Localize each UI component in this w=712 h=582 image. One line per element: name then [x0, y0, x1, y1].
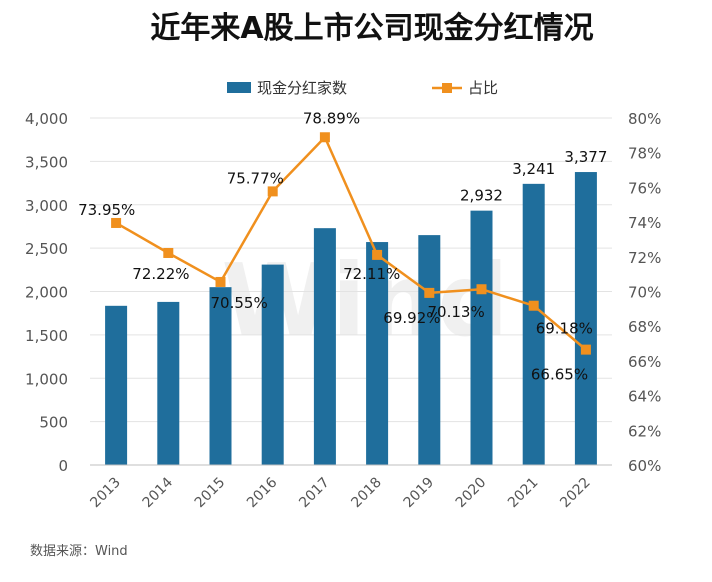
line-point: [424, 287, 435, 298]
line-point: [580, 344, 591, 355]
bar: [261, 264, 284, 465]
y-axis-right: 60% 62% 64% 66% 68% 70% 72% 74% 76% 78% 80%: [628, 110, 661, 475]
y-right-tick-label: 70%: [628, 284, 661, 302]
line-data-label: 70.55%: [211, 294, 268, 312]
line-point: [476, 284, 487, 295]
line-data-label: 72.11%: [343, 265, 400, 283]
y-left-tick-label: 3,500: [25, 153, 68, 171]
bar: [574, 172, 597, 465]
y-right-tick-label: 66%: [628, 353, 661, 371]
line-data-label: 78.89%: [303, 109, 360, 127]
bar-data-label: 3,241: [512, 160, 555, 178]
y-right-tick-label: 60%: [628, 457, 661, 475]
bar: [470, 210, 493, 465]
x-tick-label: 2017: [296, 475, 333, 512]
x-tick-label: 2016: [244, 474, 281, 511]
line-point: [528, 300, 539, 311]
y-left-tick-label: 1,000: [25, 370, 68, 388]
line-data-label: 69.18%: [536, 320, 593, 338]
line-point: [163, 247, 174, 258]
legend-line-marker: [442, 83, 452, 93]
x-tick-label: 2022: [557, 475, 594, 512]
x-tick-label: 2018: [348, 475, 385, 512]
y-right-tick-label: 80%: [628, 110, 661, 128]
y-axis-left: 0 500 1,000 1,500 2,000 2,500 3,000 3,500 4,000: [25, 110, 68, 475]
y-left-tick-label: 1,500: [25, 327, 68, 345]
line-point: [319, 132, 330, 143]
bar-data-label: 3,377: [564, 148, 607, 166]
line-point: [267, 186, 278, 197]
line-data-label: 75.77%: [227, 169, 284, 187]
y-right-tick-label: 72%: [628, 249, 661, 267]
source-note: 数据来源：Wind: [30, 544, 128, 559]
line-point: [111, 217, 122, 228]
chart-title: 近年来A股上市公司现金分红情况: [150, 11, 593, 46]
y-left-tick-label: 500: [39, 414, 68, 432]
y-right-tick-label: 74%: [628, 214, 661, 232]
x-tick-label: 2013: [87, 475, 124, 512]
y-left-tick-label: 2,500: [25, 240, 68, 258]
legend-bar-label: 现金分红家数: [257, 79, 347, 97]
line-point: [215, 276, 226, 287]
line-data-label: 69.92%: [383, 309, 440, 327]
y-left-tick-label: 4,000: [25, 110, 68, 128]
line-series: 73.95% 72.22% 70.55% 75.77% 78.89% 72.11% 69.9…: [78, 109, 593, 383]
x-axis: 2013 2014 2015 2016 2017 2018 2019 2020 2021 2022: [87, 464, 612, 512]
y-left-tick-label: 0: [58, 457, 68, 475]
bar: [366, 242, 389, 465]
y-right-tick-label: 68%: [628, 318, 661, 336]
bar: [209, 287, 232, 465]
line-path: [115, 136, 587, 351]
legend-line-label: 占比: [468, 79, 498, 97]
bar: [418, 235, 441, 465]
bar: [157, 301, 180, 465]
bar-data-label: 2,932: [460, 187, 503, 205]
x-tick-label: 2020: [453, 475, 490, 512]
line-data-label: 70.13%: [428, 303, 485, 321]
y-left-tick-label: 2,000: [25, 284, 68, 302]
line-data-label: 73.95%: [78, 201, 135, 219]
line-data-label: 72.22%: [132, 265, 189, 283]
y-right-tick-label: 64%: [628, 388, 661, 406]
bar: [522, 183, 545, 465]
x-tick-label: 2015: [192, 475, 229, 512]
y-right-tick-label: 78%: [628, 145, 661, 163]
bar: [313, 228, 336, 465]
y-left-tick-label: 3,000: [25, 197, 68, 215]
line-data-label: 66.65%: [531, 366, 588, 384]
y-right-tick-label: 76%: [628, 179, 661, 197]
legend: 现金分红家数 占比: [227, 79, 498, 97]
x-tick-label: 2019: [401, 475, 438, 512]
y-right-tick-label: 62%: [628, 422, 661, 440]
legend-bar-swatch: [227, 82, 251, 93]
line-point: [372, 249, 383, 260]
bar: [105, 305, 128, 465]
x-tick-label: 2021: [505, 475, 542, 512]
x-tick-label: 2014: [140, 474, 177, 511]
